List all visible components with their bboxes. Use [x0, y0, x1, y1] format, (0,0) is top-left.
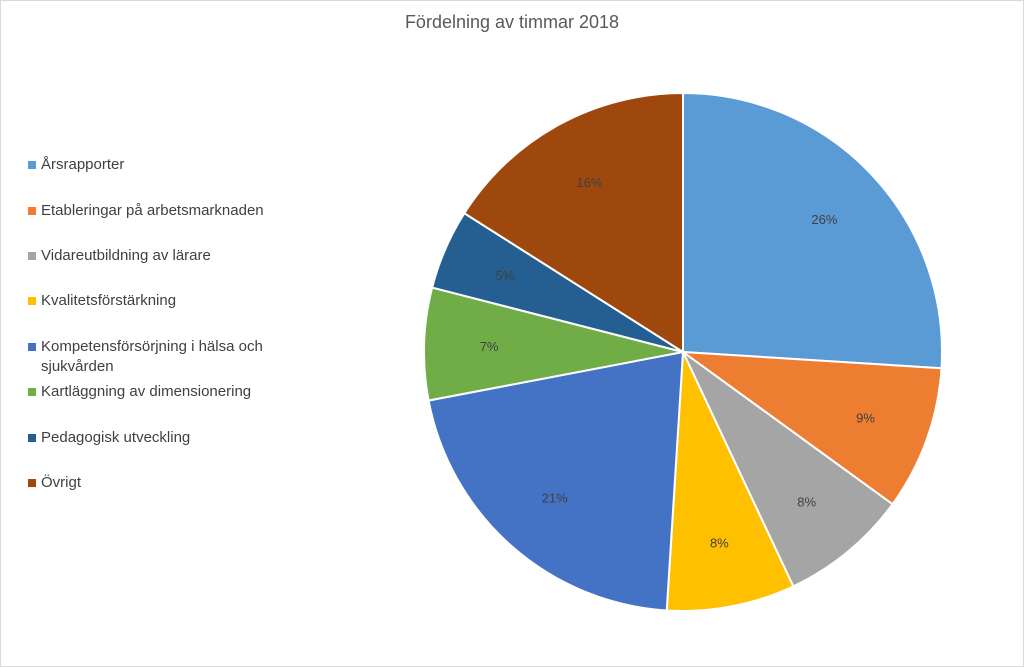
legend-item-ovrigt: Övrigt	[28, 473, 318, 493]
legend-swatch	[28, 434, 36, 442]
legend-item-arsrapporter: Årsrapporter	[28, 155, 318, 175]
legend-swatch	[28, 161, 36, 169]
legend-swatch	[28, 252, 36, 260]
legend-label: Kompetensförsörjning i hälsa och sjukvår…	[41, 338, 263, 375]
slice-data-label-5: 7%	[480, 339, 499, 354]
pie-slice-5	[423, 286, 684, 402]
slice-data-label-0: 26%	[811, 212, 837, 227]
legend-item-kompetensforsorjning: Kompetensförsörjning i hälsa och sjukvår…	[28, 337, 278, 377]
legend-swatch	[28, 297, 36, 305]
legend-swatch	[28, 479, 36, 487]
pie-slice-3	[665, 351, 795, 612]
legend-item-kvalitetsforstarkning: Kvalitetsförstärkning	[28, 291, 318, 311]
chart-title: Fördelning av timmar 2018	[404, 12, 620, 32]
legend-label: Övrigt	[41, 474, 82, 491]
legend-item-etableringar: Etableringar på arbetsmarknaden	[28, 201, 318, 221]
legend-label: Kartläggning av dimensionering	[41, 383, 252, 400]
legend-item-pedagogisk: Pedagogisk utveckling	[28, 428, 318, 448]
legend-item-vidareutbildning: Vidareutbildning av lärare	[28, 246, 318, 266]
legend-label: Etableringar på arbetsmarknaden	[41, 202, 264, 219]
legend-label: Årsrapporter	[41, 156, 125, 173]
legend-label: Vidareutbildning av lärare	[41, 247, 211, 264]
pie-slice-2	[682, 351, 894, 588]
legend-swatch	[28, 388, 36, 396]
legend-swatch	[28, 343, 36, 351]
slice-data-label-6: 5%	[496, 268, 515, 283]
legend-item-kartlaggning: Kartläggning av dimensionering	[28, 382, 318, 402]
pie-slice-1	[679, 350, 943, 506]
slice-data-label-2: 8%	[797, 494, 816, 509]
legend-label: Kvalitetsförstärkning	[41, 292, 177, 309]
legend-label: Pedagogisk utveckling	[41, 429, 191, 446]
slice-data-label-3: 8%	[710, 536, 729, 551]
legend-swatch	[28, 207, 36, 215]
slice-data-label-1: 9%	[856, 411, 875, 426]
pie-slice-4	[427, 350, 685, 612]
pie-slice-0	[682, 91, 943, 370]
slice-data-label-4: 21%	[542, 491, 568, 506]
pie-slice-7	[462, 91, 684, 354]
slice-data-label-7: 16%	[577, 175, 603, 190]
